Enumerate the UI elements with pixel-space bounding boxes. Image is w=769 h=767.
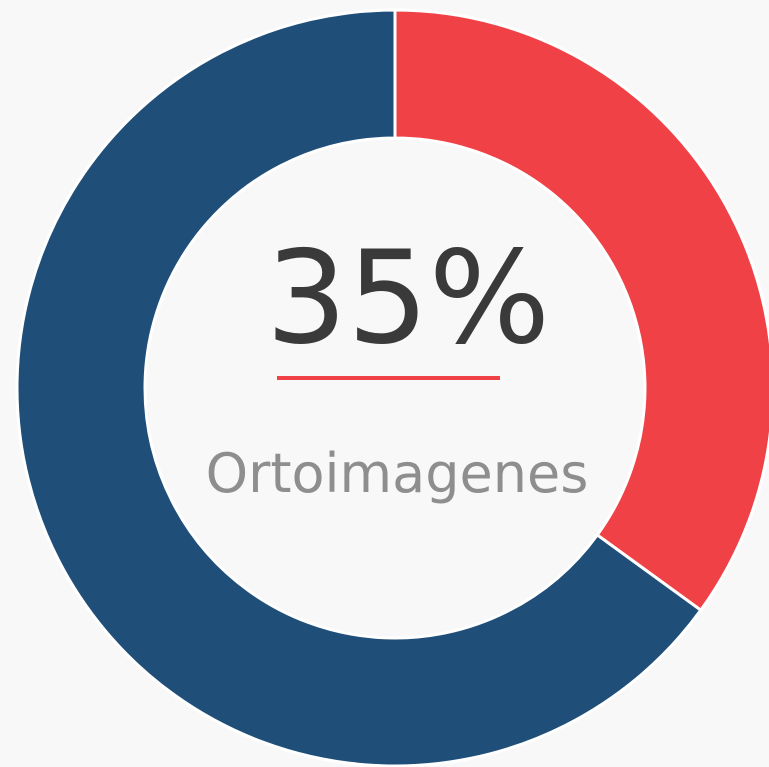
center-category-label: Ortoimagenes	[206, 442, 589, 505]
donut-segment	[393, 8, 769, 613]
center-value-label: 35%	[266, 224, 551, 373]
donut-segment	[15, 8, 703, 767]
